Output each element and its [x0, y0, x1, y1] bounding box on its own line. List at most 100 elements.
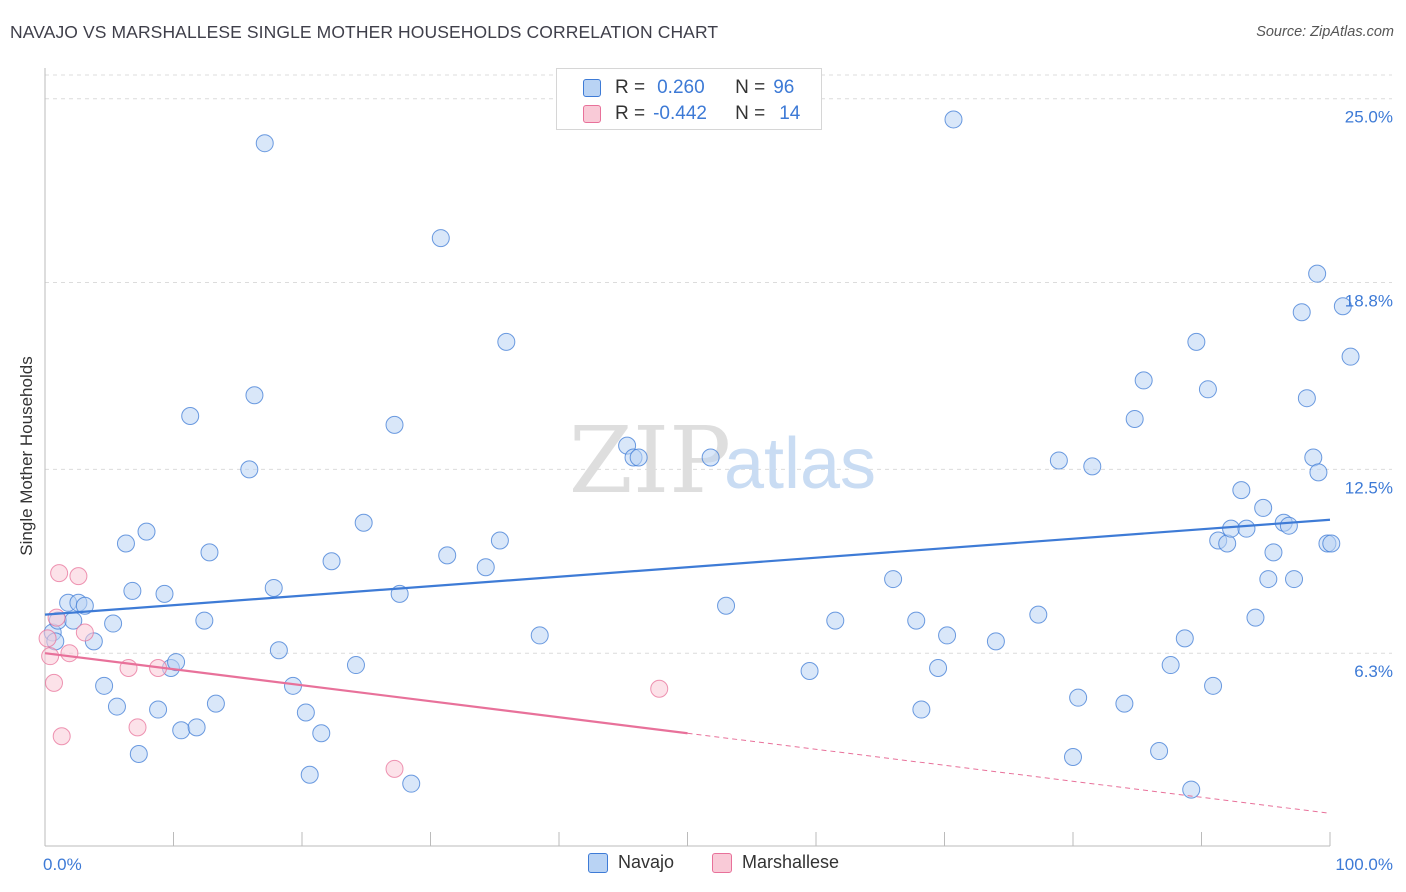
legend-item-navajo: Navajo: [588, 852, 674, 873]
navajo-point: [1198, 380, 1217, 399]
trend-lines: [44, 518, 1331, 814]
navajo-point: [1309, 463, 1328, 482]
navajo-point: [155, 584, 174, 603]
navajo-point: [1134, 371, 1153, 390]
navajo-point: [312, 724, 331, 743]
marshallese-point: [650, 679, 669, 698]
navajo-point: [200, 543, 219, 562]
navajo-point: [717, 596, 736, 615]
navajo-point: [269, 641, 288, 660]
r-value: 0.260: [657, 77, 705, 98]
correlation-legend: R = 0.260 N = 96 R = -0.442 N = 14: [556, 68, 822, 130]
navajo-point: [1150, 742, 1169, 761]
chart-title: NAVAJO VS MARSHALLESE SINGLE MOTHER HOUS…: [10, 22, 719, 42]
navajo-point: [104, 614, 123, 633]
navajo-point: [95, 676, 114, 695]
navajo-point: [1064, 747, 1082, 766]
n-label: N =: [735, 77, 766, 98]
n-label: N =: [735, 103, 766, 124]
tick-labels: 6.3% 12.5% 18.8% 25.0% 0.0% 100.0%: [43, 108, 1393, 874]
navajo-trend-line: [44, 518, 1331, 616]
navajo-point: [206, 694, 225, 713]
navajo-point: [1069, 688, 1088, 707]
navajo-point: [245, 386, 264, 405]
navajo-point: [346, 656, 365, 675]
navajo-point: [629, 448, 648, 467]
marshallese-point: [385, 759, 404, 778]
navajo-point: [1029, 605, 1048, 624]
source-label: Source: ZipAtlas.com: [1256, 24, 1394, 40]
navajo-point: [137, 522, 156, 541]
navajo-point: [107, 697, 126, 716]
navajo-point: [385, 415, 404, 434]
x-tick-label: 100.0%: [1335, 855, 1393, 874]
navajo-point: [912, 700, 931, 719]
gridlines: [45, 74, 1392, 654]
navajo-point: [1049, 451, 1068, 470]
navajo-point: [1308, 264, 1327, 283]
navajo-point: [354, 513, 373, 532]
navajo-point: [296, 703, 315, 722]
navajo-point: [530, 626, 549, 645]
y-tick-label: 6.3%: [1354, 662, 1393, 681]
navajo-point: [129, 745, 148, 764]
marshallese-swatch: [583, 105, 601, 123]
marshallese-point: [128, 718, 147, 737]
navajo-point: [1237, 519, 1256, 538]
navajo-point: [938, 626, 957, 645]
navajo-point: [944, 110, 963, 129]
navajo-point: [181, 406, 200, 425]
navajo-point: [1083, 457, 1102, 476]
n-value: 14: [779, 103, 801, 124]
navajo-point: [1204, 676, 1223, 695]
marshallese-trend-line: [44, 652, 688, 735]
navajo-point: [402, 774, 421, 793]
marshallese-point: [52, 727, 71, 746]
navajo-point: [884, 570, 903, 589]
navajo-point: [1232, 481, 1251, 500]
navajo-point: [1292, 303, 1311, 322]
marshallese-point: [69, 567, 88, 586]
navajo-point: [1161, 656, 1180, 675]
marshallese-point: [50, 564, 69, 583]
navajo-point: [116, 534, 135, 553]
navajo-point: [826, 611, 845, 630]
navajo-point: [490, 531, 509, 550]
r-value: -0.442: [653, 103, 707, 124]
axes: [44, 68, 1331, 847]
navajo-point: [123, 581, 142, 600]
navajo-point: [1341, 347, 1360, 366]
navajo-point: [264, 578, 283, 597]
navajo-point: [701, 448, 720, 467]
navajo-point: [1297, 389, 1316, 408]
navajo-point: [195, 611, 214, 630]
marshallese-trend-extension: [687, 732, 1331, 814]
legend-row-navajo: R = 0.260 N = 96: [583, 77, 794, 99]
r-label: R =: [615, 103, 646, 124]
marshallese-point: [44, 673, 63, 692]
watermark-atlas: atlas: [724, 424, 876, 504]
navajo-point: [431, 229, 450, 248]
navajo-point: [986, 632, 1005, 651]
marshallese-legend-swatch: [712, 852, 732, 873]
navajo-point: [1187, 332, 1206, 351]
navajo-point: [1218, 534, 1237, 553]
marshallese-point: [38, 629, 57, 648]
navajo-swatch: [583, 79, 601, 97]
navajo-point: [172, 721, 191, 740]
navajo-point: [907, 611, 926, 630]
navajo-point: [1182, 780, 1201, 799]
navajo-point: [438, 546, 457, 565]
navajo-point: [800, 661, 819, 680]
navajo-point: [1175, 629, 1194, 648]
legend-label-navajo: Navajo: [618, 852, 675, 872]
marshallese-point: [41, 647, 60, 666]
legend-label-marshallese: Marshallese: [742, 852, 840, 872]
navajo-point: [149, 700, 168, 719]
navajo-point: [255, 134, 274, 153]
legend-row-marshallese: R = -0.442 N = 14: [583, 103, 800, 125]
navajo-point: [497, 332, 516, 351]
y-tick-label: 18.8%: [1345, 292, 1393, 311]
y-tick-label: 12.5%: [1345, 478, 1393, 497]
